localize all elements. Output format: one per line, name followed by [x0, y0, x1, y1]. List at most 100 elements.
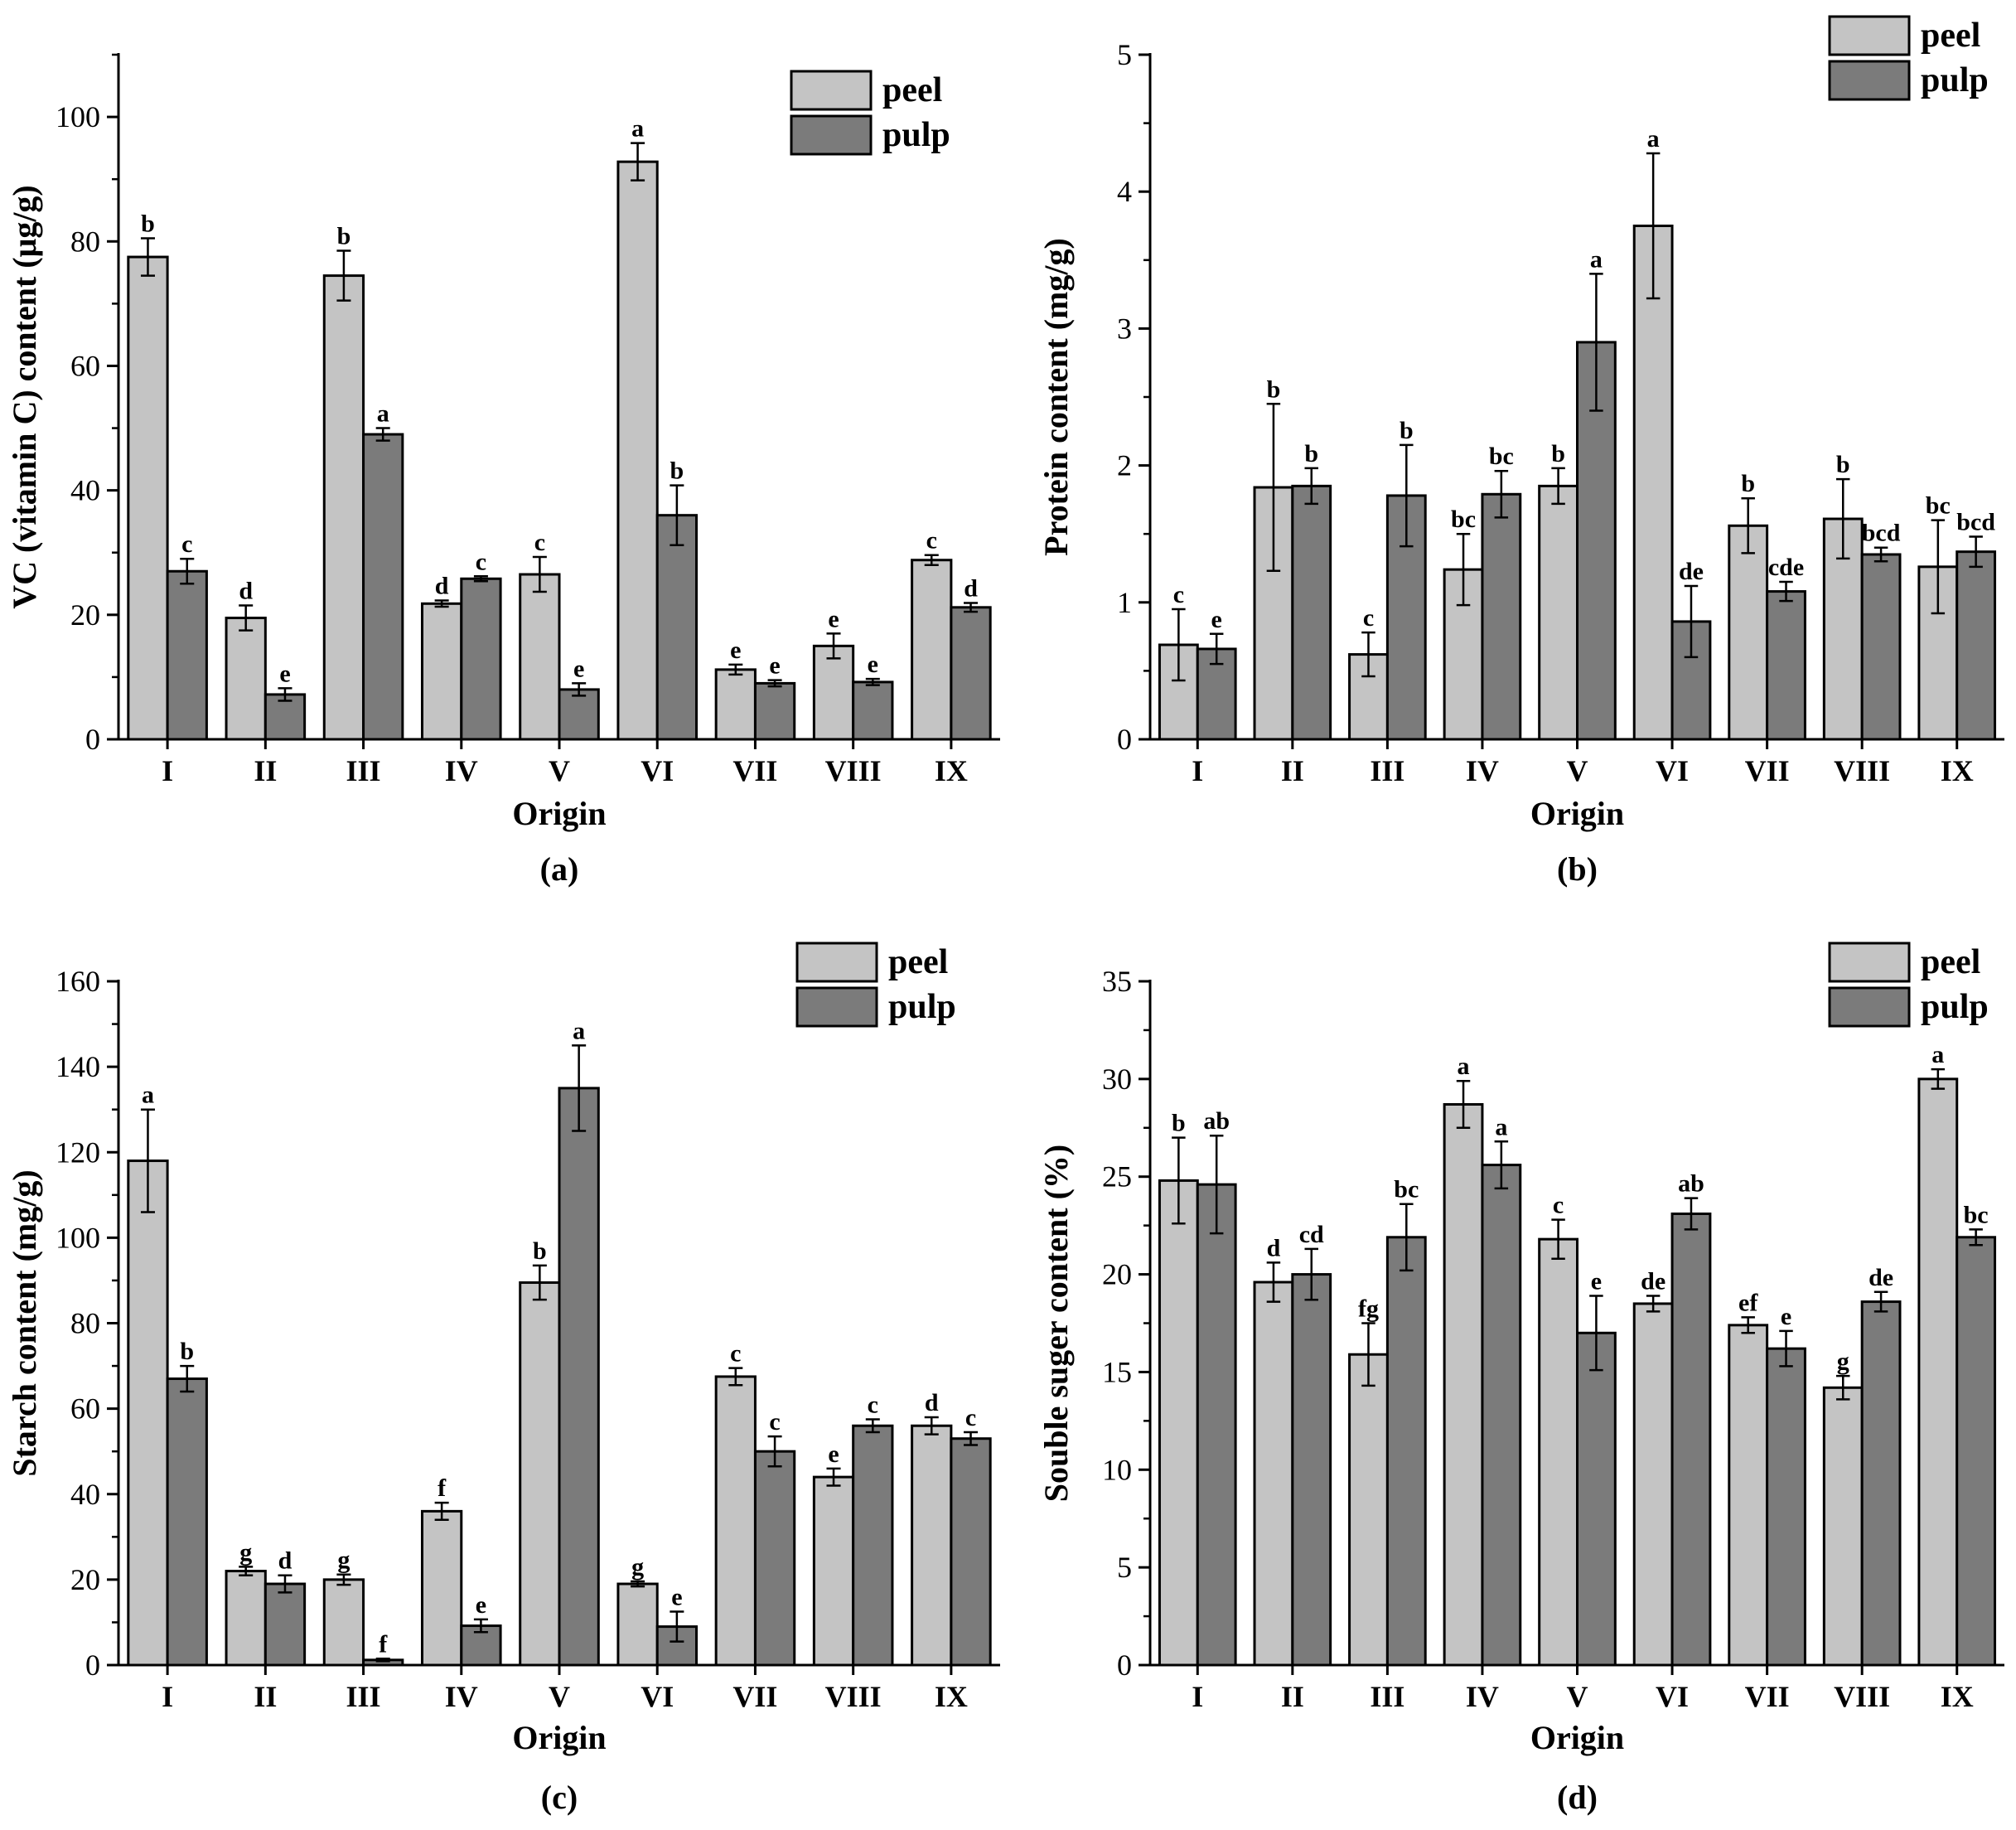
- significance-label: e: [1781, 1303, 1791, 1330]
- significance-label: a: [573, 1017, 585, 1044]
- x-category-label: IV: [445, 754, 478, 787]
- x-category-label: II: [1281, 754, 1304, 787]
- bar-peel-IX: [1917, 1077, 1959, 1667]
- x-category-label: I: [162, 754, 173, 787]
- significance-label: d: [925, 1389, 939, 1416]
- significance-label: e: [1211, 606, 1222, 633]
- bar-pulp-I: [1196, 1183, 1237, 1667]
- legend-label-pulp: pulp: [888, 988, 956, 1026]
- significance-label: e: [671, 1584, 682, 1611]
- y-tick-label: 120: [56, 1135, 100, 1169]
- bar-peel-IX: [911, 559, 953, 741]
- bar-peel-III: [322, 1578, 365, 1667]
- x-category-label: V: [549, 754, 570, 787]
- bar-pulp-II: [263, 1582, 307, 1667]
- significance-label: d: [1267, 1234, 1281, 1261]
- panel-label: (d): [1557, 1779, 1598, 1816]
- significance-label: de: [1679, 558, 1704, 585]
- bar-pulp-I: [166, 569, 208, 741]
- x-category-label: VI: [1656, 1680, 1689, 1713]
- significance-label: g: [631, 1553, 644, 1581]
- significance-label: a: [1647, 125, 1660, 152]
- bar-peel-VIII: [1822, 1386, 1864, 1667]
- y-tick-label: 40: [70, 1478, 100, 1511]
- bar-peel-III: [322, 274, 365, 741]
- y-tick-label: 60: [70, 1392, 100, 1426]
- significance-label: b: [337, 223, 351, 250]
- x-category-label: VIII: [1834, 1680, 1890, 1713]
- significance-label: a: [1458, 1053, 1470, 1080]
- significance-label: c: [534, 529, 545, 556]
- y-tick-label: 100: [56, 100, 100, 133]
- bar-peel-I: [127, 1159, 169, 1667]
- bar-peel-IX: [911, 1424, 953, 1667]
- y-tick-label: 30: [1102, 1063, 1132, 1096]
- bar-pulp-VI: [1670, 620, 1712, 741]
- x-category-label: IV: [1466, 754, 1499, 787]
- bar-peel-VI: [1632, 225, 1674, 741]
- significance-label: g: [239, 1538, 252, 1566]
- significance-label: b: [1400, 417, 1414, 444]
- significance-label: c: [1363, 604, 1374, 632]
- x-category-label: V: [549, 1680, 570, 1713]
- bar-peel-III: [1348, 653, 1389, 741]
- significance-label: c: [926, 527, 937, 554]
- bar-peel-VII: [1728, 1324, 1769, 1667]
- bar-peel-VI: [616, 160, 659, 741]
- significance-label: ef: [1738, 1289, 1758, 1316]
- x-category-label: IX: [1941, 1680, 1974, 1713]
- x-category-label: VIII: [825, 754, 882, 787]
- y-tick-label: 3: [1117, 312, 1132, 345]
- x-category-label: III: [346, 1680, 381, 1713]
- bar-peel-V: [519, 573, 561, 741]
- bar-peel-II: [225, 1570, 267, 1667]
- significance-label: c: [965, 1404, 976, 1431]
- y-tick-label: 15: [1102, 1355, 1132, 1388]
- legend-label-pulp: pulp: [882, 116, 950, 154]
- x-category-label: IX: [1941, 754, 1974, 787]
- significance-label: c: [1553, 1192, 1564, 1219]
- y-axis-title: VC (vitamin C) content (μg/g): [6, 185, 43, 608]
- significance-label: b: [533, 1237, 547, 1265]
- panel-label: (b): [1557, 850, 1598, 888]
- bar-pulp-IV: [460, 577, 502, 741]
- y-tick-label: 4: [1117, 175, 1132, 208]
- significance-label: e: [476, 1591, 486, 1619]
- x-category-label: VII: [1745, 1680, 1790, 1713]
- significance-label: fg: [1358, 1295, 1379, 1323]
- significance-label: a: [631, 115, 644, 143]
- significance-label: cd: [1299, 1221, 1324, 1248]
- significance-label: g: [337, 1547, 350, 1574]
- bar-peel-I: [127, 255, 169, 741]
- significance-label: de: [1641, 1268, 1665, 1295]
- x-category-label: II: [254, 1680, 277, 1713]
- significance-label: c: [476, 548, 486, 575]
- x-category-label: V: [1567, 1680, 1588, 1713]
- x-category-label: VII: [1745, 754, 1790, 787]
- panel-label: (c): [541, 1779, 578, 1816]
- significance-label: c: [1173, 581, 1184, 608]
- legend: peel pulp: [790, 70, 950, 156]
- legend-swatch-peel: [795, 942, 878, 983]
- bar-pulp-VIII: [1860, 1300, 1902, 1667]
- significance-label: d: [278, 1547, 292, 1575]
- bar-pulp-IX: [950, 606, 992, 741]
- bar-peel-II: [225, 617, 267, 741]
- significance-label: a: [142, 1082, 154, 1109]
- y-tick-label: 1: [1117, 586, 1132, 619]
- bar-pulp-IV: [1481, 1164, 1522, 1667]
- significance-label: a: [1590, 245, 1603, 273]
- bar-peel-V: [1538, 484, 1578, 741]
- significance-label: e: [828, 1440, 839, 1468]
- x-category-label: VI: [641, 1680, 674, 1713]
- bar-pulp-VIII: [852, 1424, 894, 1667]
- bar-pulp-VI: [655, 514, 699, 741]
- x-category-label: III: [346, 754, 381, 787]
- x-axis-title: Origin: [512, 795, 606, 832]
- bar-peel-VIII: [812, 644, 855, 741]
- significance-label: d: [239, 578, 253, 605]
- significance-label: c: [181, 530, 192, 558]
- legend-label-peel: peel: [888, 943, 948, 981]
- x-category-label: IX: [935, 1680, 968, 1713]
